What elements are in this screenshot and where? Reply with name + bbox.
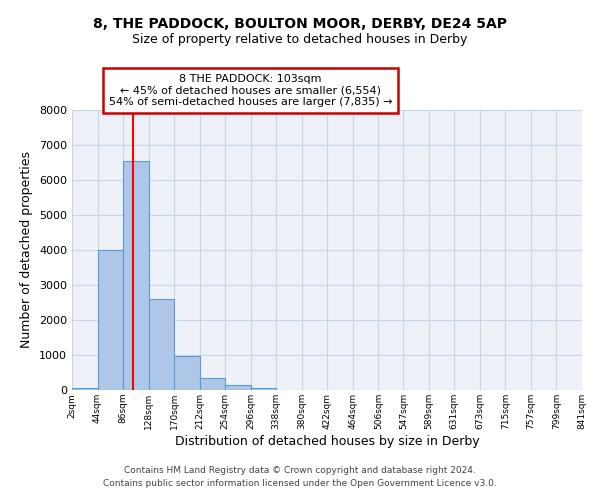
- Text: Contains public sector information licensed under the Open Government Licence v3: Contains public sector information licen…: [103, 478, 497, 488]
- Text: Size of property relative to detached houses in Derby: Size of property relative to detached ho…: [133, 32, 467, 46]
- Bar: [123, 161, 149, 390]
- Bar: [72, 388, 98, 390]
- Bar: [98, 250, 123, 390]
- Bar: [200, 378, 225, 390]
- Bar: [174, 356, 200, 390]
- Text: 8, THE PADDOCK, BOULTON MOOR, DERBY, DE24 5AP: 8, THE PADDOCK, BOULTON MOOR, DERBY, DE2…: [93, 18, 507, 32]
- Text: 8 THE PADDOCK: 103sqm
← 45% of detached houses are smaller (6,554)
54% of semi-d: 8 THE PADDOCK: 103sqm ← 45% of detached …: [109, 74, 392, 107]
- X-axis label: Distribution of detached houses by size in Derby: Distribution of detached houses by size …: [175, 434, 479, 448]
- Text: Contains HM Land Registry data © Crown copyright and database right 2024.: Contains HM Land Registry data © Crown c…: [124, 466, 476, 475]
- Y-axis label: Number of detached properties: Number of detached properties: [20, 152, 34, 348]
- Bar: [149, 299, 174, 390]
- Bar: [251, 388, 276, 390]
- Bar: [225, 386, 251, 390]
